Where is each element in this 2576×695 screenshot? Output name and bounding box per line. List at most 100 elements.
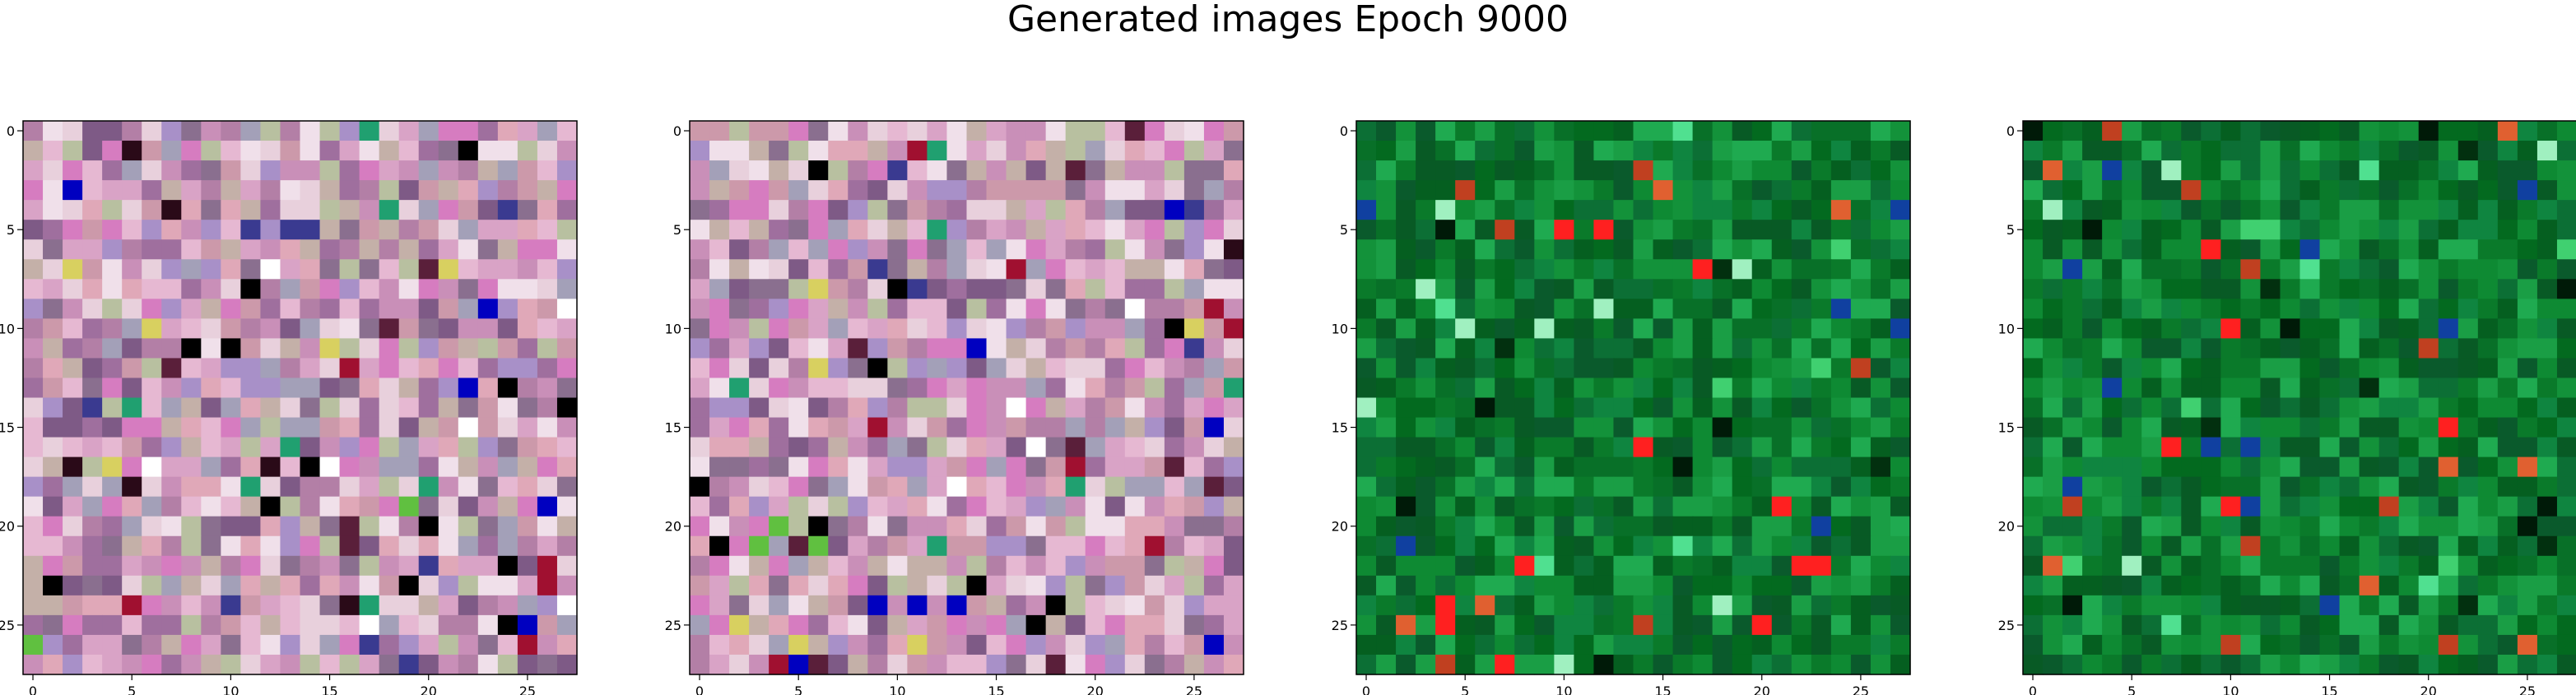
pixel-cell [1751, 397, 1773, 419]
pixel-cell [2517, 456, 2538, 478]
pixel-cell [1416, 516, 1436, 537]
pixel-cell [788, 535, 809, 557]
pixel-cell [867, 259, 888, 280]
pixel-cell [1613, 496, 1634, 517]
pixel-cell [2023, 437, 2044, 458]
pixel-cell [2102, 279, 2123, 299]
pixel-cell [690, 299, 710, 319]
pixel-cell [828, 634, 849, 656]
pixel-cell [1396, 516, 1416, 537]
pixel-cell [2280, 397, 2301, 419]
pixel-cell [2280, 456, 2301, 478]
pixel-cell [556, 121, 578, 141]
pixel-cell [1475, 121, 1495, 141]
y-tick-label: 25 [665, 618, 681, 633]
pixel-cell [2359, 160, 2380, 181]
pixel-cell [1435, 496, 1456, 517]
pixel-cell [1653, 259, 1674, 280]
pixel-cell [359, 654, 380, 675]
pixel-cell [1396, 456, 1416, 478]
pixel-cell [2062, 456, 2083, 478]
pixel-cell [300, 476, 321, 498]
pixel-cell [887, 259, 908, 280]
pixel-cell [690, 575, 710, 596]
pixel-cell [1455, 141, 1476, 161]
pixel-cell [2062, 299, 2083, 319]
pixel-cell [2457, 614, 2479, 636]
pixel-cell [828, 397, 849, 419]
pixel-cell [986, 654, 1007, 675]
pixel-cell [497, 575, 518, 596]
pixel-cell [2477, 417, 2499, 438]
pixel-cell [887, 160, 908, 181]
pixel-cell [1633, 456, 1654, 478]
pixel-cell [2181, 121, 2202, 141]
pixel-cell [2240, 160, 2262, 181]
pixel-cell [1613, 239, 1634, 260]
pixel-cell [2122, 239, 2142, 260]
pixel-cell [907, 456, 928, 478]
pixel-cell [1183, 358, 1205, 379]
pixel-cell [398, 121, 420, 141]
pixel-cell [2043, 654, 2063, 675]
pixel-cell [2438, 259, 2459, 280]
pixel-cell [1085, 121, 1106, 141]
pixel-cell [1593, 121, 1615, 141]
pixel-cell [458, 239, 479, 260]
x-tick-label: 25 [1853, 683, 1869, 695]
pixel-cell [1045, 299, 1067, 319]
pixel-cell [2201, 575, 2221, 596]
pixel-cell [418, 614, 439, 636]
pixel-cell [1672, 654, 1694, 675]
pixel-cell [1416, 456, 1436, 478]
pixel-cell [1554, 279, 1574, 299]
pixel-cell [43, 456, 63, 478]
pixel-cell [1104, 654, 1126, 675]
pixel-cell [339, 239, 360, 260]
pixel-cell [808, 595, 829, 616]
pixel-cell [1416, 259, 1436, 280]
pixel-cell [1791, 121, 1812, 141]
pixel-cell [946, 595, 968, 616]
pixel-cell [1065, 516, 1086, 537]
pixel-cell [1653, 555, 1674, 577]
pixel-cell [537, 121, 558, 141]
pixel-cell [1692, 496, 1713, 517]
pixel-cell [142, 160, 162, 181]
pixel-cell [181, 496, 202, 517]
pixel-cell [966, 279, 988, 299]
pixel-cell [1045, 417, 1067, 438]
pixel-cell [1045, 378, 1067, 399]
pixel-cell [2517, 535, 2538, 557]
pixel-cell [2438, 239, 2459, 260]
pixel-cell [986, 160, 1007, 181]
pixel-cell [1475, 338, 1495, 359]
x-tick-label: 15 [1654, 683, 1671, 695]
pixel-cell [1164, 220, 1185, 240]
pixel-cell [2082, 595, 2103, 616]
pixel-cell [2141, 160, 2162, 181]
pixel-cell [927, 535, 948, 557]
pixel-cell [788, 595, 809, 616]
pixel-cell [1870, 180, 1891, 201]
pixel-cell [1672, 358, 1694, 379]
pixel-cell [2161, 614, 2182, 636]
pixel-cell [2418, 160, 2439, 181]
pixel-cell [1534, 595, 1555, 616]
pixel-cell [1223, 456, 1244, 478]
pixel-cell [1376, 259, 1397, 280]
pixel-cell [1574, 121, 1595, 141]
pixel-cell [1223, 614, 1244, 636]
pixel-cell [986, 279, 1007, 299]
pixel-cell [240, 259, 262, 280]
pixel-cell [1435, 575, 1456, 596]
pixel-cell [43, 299, 63, 319]
pixel-cell [2457, 654, 2479, 675]
pixel-cell [2398, 358, 2420, 379]
pixel-cell [260, 595, 281, 616]
pixel-cell [339, 259, 360, 280]
pixel-cell [2102, 220, 2123, 240]
pixel-cell [2141, 299, 2162, 319]
pixel-cell [63, 220, 83, 240]
x-tick-label: 20 [1087, 683, 1104, 695]
